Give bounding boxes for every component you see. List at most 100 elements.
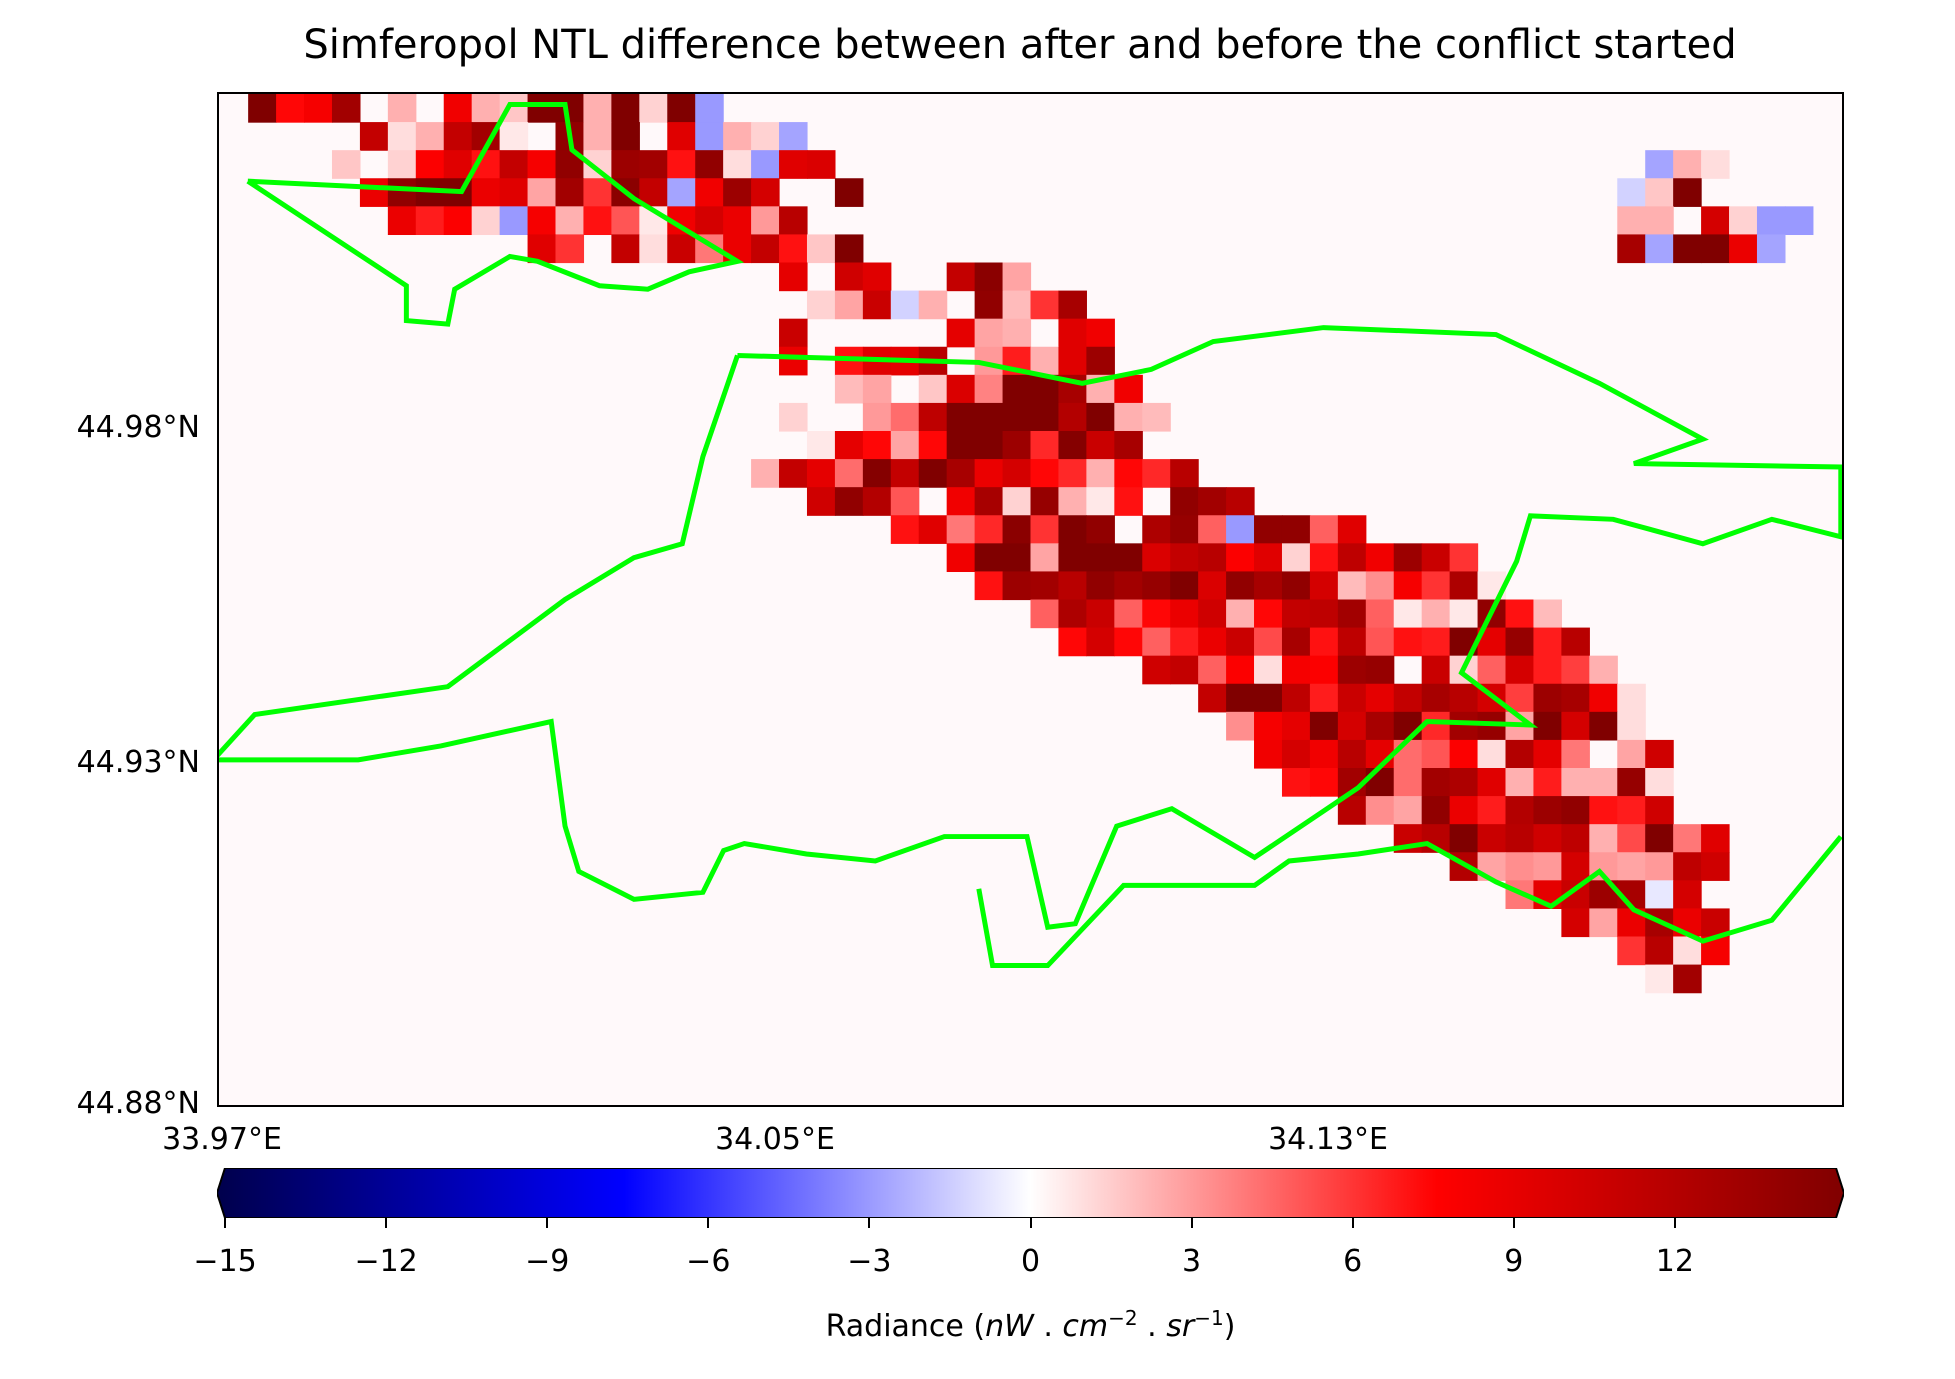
raster-cell	[1309, 599, 1339, 629]
raster-cell	[806, 290, 836, 320]
raster-cell	[1058, 515, 1087, 544]
raster-cell	[1142, 571, 1171, 601]
colorbar-label-cm: cm	[1062, 1309, 1109, 1344]
raster-cell	[1393, 543, 1423, 573]
raster-cell	[1365, 711, 1395, 741]
raster-cell	[1673, 964, 1702, 994]
raster-cell	[527, 94, 557, 123]
raster-cell	[1198, 515, 1227, 544]
raster-cell	[779, 234, 808, 264]
raster-cell	[1421, 571, 1451, 601]
raster-cell	[471, 178, 501, 207]
raster-cell	[1505, 852, 1535, 881]
raster-cell	[1701, 852, 1730, 881]
raster-cell	[1561, 655, 1590, 685]
raster-cell	[806, 430, 836, 460]
colorbar-label-cm-exp: −2	[1108, 1306, 1138, 1330]
colorbar-tick-mark	[1512, 1218, 1515, 1228]
lat-tick-label: 44.98°N	[76, 410, 200, 445]
raster-cell	[918, 430, 948, 460]
raster-cell	[1170, 571, 1199, 601]
raster-cell	[1393, 739, 1423, 769]
raster-cell	[974, 515, 1004, 544]
lon-tick-label: 34.05°E	[715, 1122, 835, 1157]
raster-cell	[1673, 150, 1702, 179]
raster-cell	[695, 150, 724, 179]
map-plot-area	[217, 92, 1844, 1107]
raster-cell	[1505, 739, 1535, 769]
raster-cell	[1421, 739, 1451, 769]
map-title: Simferopol NTL difference between after …	[303, 22, 1737, 68]
raster-cell	[1281, 627, 1311, 657]
raster-cell	[1254, 543, 1283, 573]
raster-cell	[1226, 599, 1255, 629]
raster-cell	[779, 459, 808, 488]
raster-cell	[1645, 178, 1674, 207]
raster-cell	[1170, 487, 1199, 516]
raster-cell	[1086, 459, 1115, 488]
raster-cell	[1756, 234, 1786, 264]
raster-cell	[1086, 346, 1115, 376]
colorbar-label-sr-exp: −1	[1194, 1306, 1224, 1330]
colorbar-tick-label: −12	[354, 1244, 418, 1279]
raster-cell	[1002, 515, 1032, 544]
raster-cell	[862, 430, 892, 460]
raster-cell	[1142, 459, 1171, 488]
raster-cell	[1561, 824, 1590, 853]
raster-cell	[639, 150, 668, 179]
raster-cell	[862, 262, 892, 292]
raster-cell	[946, 459, 976, 488]
raster-cell	[890, 430, 920, 460]
raster-cell	[611, 234, 640, 264]
raster-cell	[555, 206, 585, 236]
raster-cell	[1617, 768, 1646, 797]
raster-cell	[1393, 599, 1423, 629]
raster-cell	[1421, 711, 1451, 741]
colorbar-tick-mark	[546, 1218, 549, 1228]
raster-cell	[1030, 346, 1060, 376]
raster-cell	[1030, 290, 1060, 320]
raster-cell	[1477, 739, 1507, 769]
raster-cell	[1589, 655, 1618, 685]
raster-cell	[1617, 739, 1646, 769]
raster-cell	[1645, 206, 1674, 236]
raster-cell	[918, 374, 948, 404]
raster-cell	[471, 206, 501, 236]
raster-cell	[667, 122, 696, 151]
raster-cell	[1086, 318, 1115, 348]
raster-cell	[1449, 796, 1479, 825]
raster-cell	[751, 459, 780, 488]
raster-cell	[1756, 206, 1786, 236]
raster-cell	[834, 262, 864, 292]
raster-cell	[1365, 768, 1395, 797]
raster-cell	[1337, 739, 1367, 769]
raster-cell	[1030, 599, 1060, 629]
raster-cell	[1281, 739, 1311, 769]
raster-cell	[1645, 964, 1674, 994]
raster-cell	[1533, 599, 1562, 629]
raster-cell	[1002, 402, 1032, 432]
raster-cell	[751, 150, 780, 179]
colorbar-tick-label: 9	[1504, 1244, 1524, 1279]
raster-cell	[1533, 739, 1562, 769]
raster-cell	[1421, 599, 1451, 629]
raster-cell	[1254, 515, 1283, 544]
raster-cell	[1449, 711, 1479, 741]
raster-cell	[1533, 683, 1562, 713]
raster-cell	[974, 430, 1004, 460]
raster-cell	[834, 430, 864, 460]
raster-cell	[1673, 936, 1702, 966]
raster-cell	[1533, 768, 1562, 797]
raster-cell	[1533, 655, 1562, 685]
raster-cell	[1645, 936, 1674, 966]
raster-cell	[1086, 599, 1115, 629]
raster-cell	[1309, 739, 1339, 769]
raster-cell	[583, 206, 612, 236]
raster-cell	[890, 290, 920, 320]
raster-cell	[1142, 655, 1171, 685]
raster-cell	[1589, 768, 1618, 797]
raster-cell	[555, 94, 585, 123]
raster-cell	[1254, 711, 1283, 741]
raster-cell	[806, 459, 836, 488]
raster-cell	[1142, 402, 1171, 432]
